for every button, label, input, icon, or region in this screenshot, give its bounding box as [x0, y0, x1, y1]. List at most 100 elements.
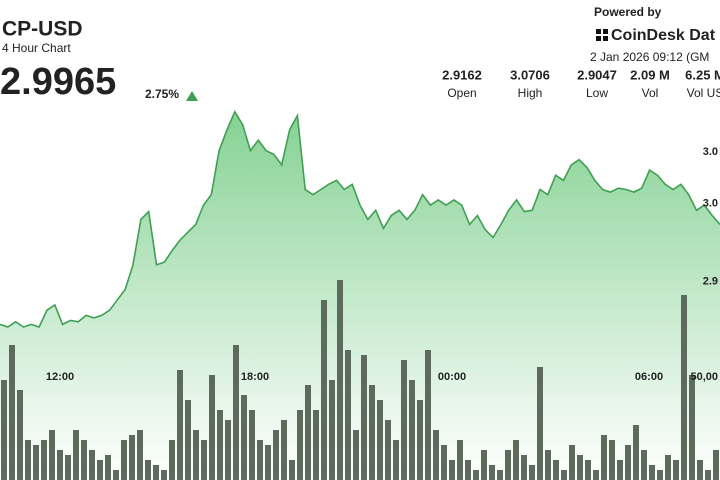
- volume-bar: [169, 440, 175, 480]
- stat-label: Open: [447, 86, 476, 100]
- volume-bar: [121, 440, 127, 480]
- volume-bar: [57, 450, 63, 480]
- volume-bar: [209, 375, 215, 480]
- volume-bar: [313, 410, 319, 480]
- volume-bar: [177, 370, 183, 480]
- volume-bar: [353, 430, 359, 480]
- y-tick-label: 3.0: [703, 198, 718, 210]
- y-tick-label: 3.0: [703, 146, 718, 158]
- volume-bar: [393, 440, 399, 480]
- volume-bar: [409, 380, 415, 480]
- volume-bar: [673, 460, 679, 480]
- volume-bar: [65, 455, 71, 480]
- volume-bar: [425, 350, 431, 480]
- volume-bar: [193, 430, 199, 480]
- symbol: CP-USD: [2, 18, 83, 41]
- volume-bar: [585, 460, 591, 480]
- volume-bar: [361, 355, 367, 480]
- volume-bar: [473, 470, 479, 480]
- volume-bar: [529, 465, 535, 480]
- volume-bar: [33, 445, 39, 480]
- volume-bar: [17, 390, 23, 480]
- volume-bar: [449, 460, 455, 480]
- x-tick-label: 06:00: [635, 371, 663, 383]
- volume-bar: [225, 420, 231, 480]
- stat-label: Vol: [642, 86, 659, 100]
- volume-bar: [337, 280, 343, 480]
- volume-bar: [537, 367, 543, 480]
- powered-by: Powered by: [594, 5, 662, 19]
- volume-bar: [273, 430, 279, 480]
- volume-bar: [617, 460, 623, 480]
- x-tick-label: 12:00: [46, 371, 74, 383]
- price-area: [0, 111, 720, 480]
- volume-bar: [649, 465, 655, 480]
- volume-bar: [369, 385, 375, 480]
- volume-bar: [185, 400, 191, 480]
- volume-bar: [297, 410, 303, 480]
- volume-bar: [377, 400, 383, 480]
- volume-bar: [457, 440, 463, 480]
- volume-bar: [81, 440, 87, 480]
- volume-bar: [25, 440, 31, 480]
- volume-bar: [481, 450, 487, 480]
- volume-bar: [233, 345, 239, 480]
- volume-bar: [1, 380, 7, 480]
- stat-value: 3.0706: [510, 67, 550, 82]
- volume-bar: [545, 450, 551, 480]
- volume-bar: [513, 440, 519, 480]
- volume-bar: [705, 470, 711, 480]
- stat-label: High: [518, 86, 543, 100]
- subtitle: 4 Hour Chart: [2, 41, 71, 55]
- volume-bar: [217, 410, 223, 480]
- price: 2.9965: [0, 61, 116, 103]
- volume-bar: [321, 300, 327, 480]
- volume-bar: [609, 440, 615, 480]
- volume-bar: [593, 470, 599, 480]
- stat-value: 2.9162: [442, 67, 482, 82]
- logo: [596, 29, 608, 41]
- volume-bar: [441, 445, 447, 480]
- volume-bar: [49, 430, 55, 480]
- volume-bar: [129, 435, 135, 480]
- timestamp: 2 Jan 2026 09:12 (GM: [590, 50, 709, 64]
- volume-bar: [497, 470, 503, 480]
- volume-bar: [73, 430, 79, 480]
- volume-bar: [249, 410, 255, 480]
- volume-bar: [201, 440, 207, 480]
- volume-bar: [569, 445, 575, 480]
- volume-bar: [433, 430, 439, 480]
- volume-bar: [657, 470, 663, 480]
- change: 2.75%: [145, 87, 179, 101]
- volume-bar: [137, 430, 143, 480]
- volume-bar: [153, 465, 159, 480]
- volume-bar: [665, 455, 671, 480]
- volume-bar: [697, 460, 703, 480]
- stat-label: Vol US: [687, 86, 720, 100]
- x-tick-label: 00:00: [438, 371, 466, 383]
- y-tick-label: 2.9: [703, 276, 718, 288]
- volume-bar: [97, 460, 103, 480]
- volume-bar: [385, 420, 391, 480]
- volume-bar: [345, 350, 351, 480]
- volume-bar: [577, 455, 583, 480]
- volume-bar: [713, 450, 719, 480]
- brand: CoinDesk Dat: [611, 27, 716, 44]
- volume-bar: [601, 435, 607, 480]
- volume-bar: [521, 455, 527, 480]
- volume-bar: [681, 295, 687, 480]
- volume-bar: [9, 345, 15, 480]
- volume-bar: [689, 375, 695, 480]
- price-line: [0, 109, 720, 328]
- volume-bar: [145, 460, 151, 480]
- volume-bar: [489, 465, 495, 480]
- volume-bar: [641, 450, 647, 480]
- volume-bar: [625, 445, 631, 480]
- stat-value: 2.09 M: [630, 67, 670, 82]
- volume-bar: [561, 470, 567, 480]
- volume-bar: [41, 440, 47, 480]
- volume-bar: [465, 460, 471, 480]
- stat-label: Low: [586, 86, 608, 100]
- volume-bar: [113, 470, 119, 480]
